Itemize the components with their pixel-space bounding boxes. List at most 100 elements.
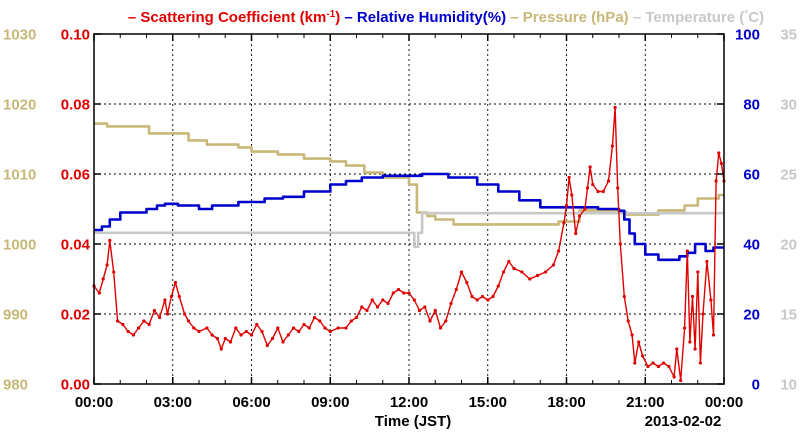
scattering-tick-label: 0.02 [61, 307, 90, 324]
data-point-scattering [131, 333, 135, 337]
data-point-scattering [717, 151, 721, 155]
x-tick-label: 09:00 [311, 394, 349, 411]
scattering-tick-label: 0.04 [61, 237, 91, 254]
data-point-scattering [192, 326, 196, 330]
data-point-scattering [402, 291, 406, 295]
data-point-scattering [567, 175, 571, 180]
humidity-tick-label: 20 [743, 307, 760, 324]
data-point-scattering [606, 179, 611, 183]
legend-entry-3: – Temperature ( [629, 9, 745, 26]
data-point-scattering [302, 322, 306, 327]
data-point-scattering [173, 280, 177, 285]
x-axis-title: Time (JST) [375, 413, 451, 430]
data-point-scattering [396, 287, 401, 292]
data-point-scattering [714, 179, 718, 183]
data-point-scattering [297, 329, 301, 334]
series-line-temperature [94, 211, 724, 249]
data-point-scattering [596, 189, 600, 194]
data-point-scattering [205, 326, 209, 330]
data-point-scattering [412, 298, 416, 302]
data-point-scattering [286, 333, 290, 337]
data-point-scattering [375, 305, 380, 309]
data-point-scattering [210, 333, 214, 337]
humidity-tick-label: 0 [752, 377, 760, 394]
series-layer [92, 105, 726, 383]
data-point-scattering [622, 294, 626, 299]
data-point-scattering [512, 266, 516, 271]
data-point-scattering [690, 294, 695, 299]
data-point-scattering [585, 186, 590, 190]
humidity-tick-label: 60 [743, 167, 760, 184]
data-point-scattering [651, 361, 655, 365]
humidity-tick-label: 40 [743, 237, 760, 254]
data-point-scattering [186, 319, 191, 323]
data-point-scattering [551, 263, 556, 267]
data-point-scattering [557, 249, 561, 253]
data-point-scattering [417, 308, 422, 313]
data-point-scattering [641, 354, 645, 358]
data-point-scattering [491, 294, 495, 299]
data-point-scattering [626, 319, 630, 323]
data-point-scattering [239, 333, 243, 337]
pressure-tick-label: 1020 [3, 97, 36, 114]
data-point-scattering [255, 322, 259, 327]
data-point-scattering [711, 333, 716, 337]
data-point-scattering [265, 343, 269, 348]
series-line-humidity [94, 172, 724, 262]
data-point-scattering [449, 301, 453, 306]
data-point-scattering [528, 277, 532, 281]
x-tick-label: 03:00 [154, 394, 192, 411]
data-point-scattering [705, 259, 709, 264]
data-point-scattering [583, 207, 587, 211]
temperature-tick-label: 25 [780, 167, 797, 184]
data-point-scattering [685, 249, 689, 253]
data-point-scattering [323, 326, 327, 330]
data-point-scattering [386, 301, 390, 306]
data-point-scattering [276, 326, 280, 330]
data-point-scattering [428, 319, 432, 323]
data-point-scattering [105, 263, 109, 267]
data-point-scattering [165, 312, 170, 316]
data-point-scattering [701, 312, 705, 316]
temperature-tick-label: 20 [780, 237, 797, 254]
data-point-scattering [470, 294, 474, 299]
data-point-scattering [667, 364, 671, 369]
x-tick-label: 12:00 [390, 394, 428, 411]
data-point-scattering [688, 340, 692, 344]
x-tick-label: 06:00 [232, 394, 270, 411]
data-point-scattering [646, 364, 650, 369]
legend-entry-3-glyph: ° [744, 9, 748, 20]
data-point-scattering [370, 298, 374, 302]
data-point-scattering [683, 326, 687, 330]
data-point-scattering [562, 221, 566, 225]
legend-entry-3-suffix: C) [748, 9, 764, 26]
pressure-tick-label: 980 [3, 377, 28, 394]
data-point-scattering [391, 291, 395, 295]
data-point-scattering [423, 305, 427, 309]
scattering-tick-label: 0.10 [61, 27, 90, 44]
x-tick-label: 15:00 [469, 394, 507, 411]
data-point-scattering [438, 326, 443, 330]
data-point-scattering [591, 182, 595, 187]
data-point-scattering [475, 298, 479, 302]
grid [94, 34, 724, 384]
pressure-tick-label: 990 [3, 307, 28, 324]
data-point-scattering [465, 280, 469, 285]
data-point-scattering [662, 361, 666, 365]
data-point-scattering [675, 347, 679, 351]
data-point-scattering [444, 319, 448, 323]
data-point-scattering [169, 294, 173, 299]
data-point-scattering [281, 340, 285, 344]
data-point-scattering [365, 308, 369, 313]
data-point-scattering [564, 203, 569, 208]
data-point-scattering [381, 298, 385, 302]
data-point-scattering [234, 326, 238, 330]
temperature-tick-label: 15 [780, 307, 797, 324]
data-point-scattering [147, 322, 151, 327]
data-point-scattering [633, 361, 637, 365]
data-point-scattering [637, 340, 641, 344]
data-point-scattering [183, 312, 187, 316]
data-point-scattering [219, 347, 223, 351]
data-point-scattering [163, 298, 167, 302]
